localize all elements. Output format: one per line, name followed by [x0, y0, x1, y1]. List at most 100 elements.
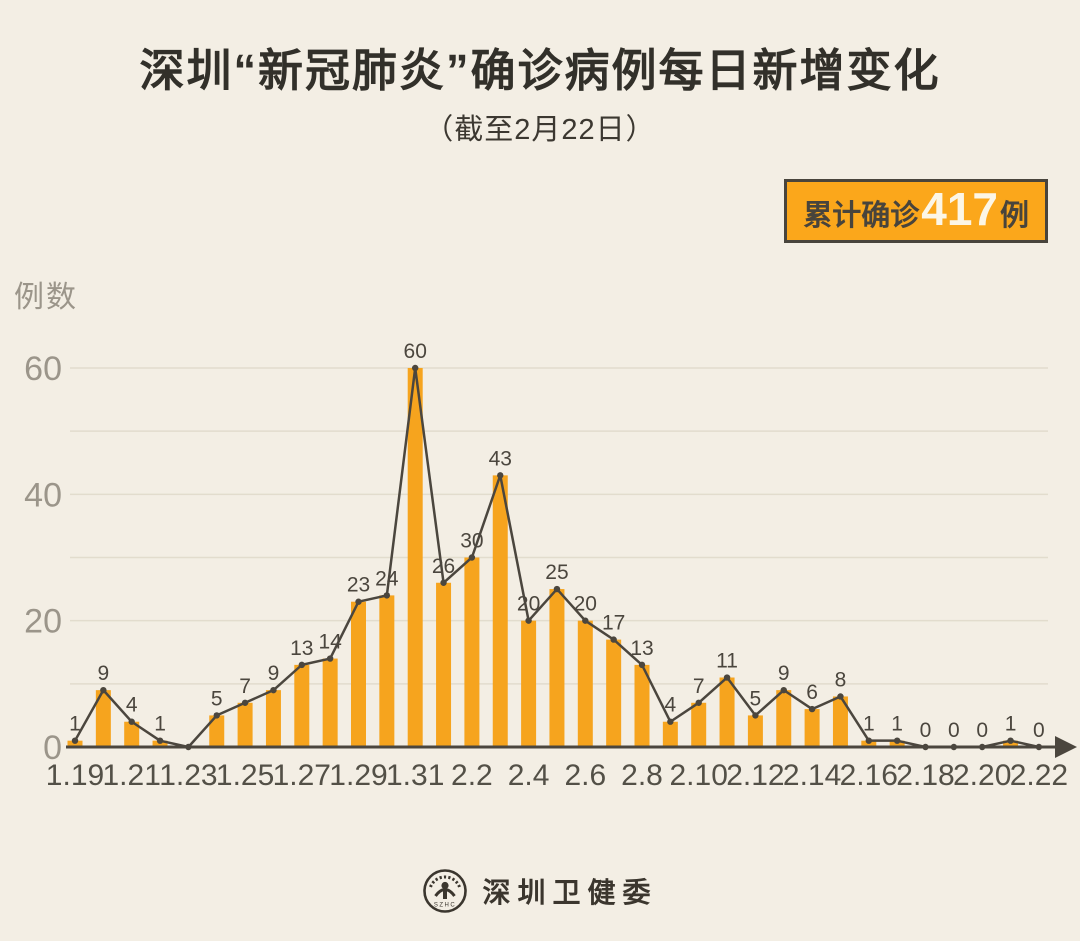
- x-tick-label: 2.8: [621, 759, 663, 792]
- value-label: 6: [806, 681, 818, 704]
- bar: [351, 601, 366, 747]
- bar: [521, 620, 537, 747]
- value-label: 13: [630, 637, 653, 660]
- x-tick-label: 2.12: [726, 759, 784, 792]
- bar: [776, 690, 792, 747]
- value-label: 25: [545, 561, 568, 584]
- x-axis-arrow: [1055, 736, 1077, 758]
- bar: [407, 367, 423, 747]
- x-tick-label: 1.25: [216, 759, 274, 792]
- data-point-dot: [837, 693, 844, 700]
- value-label: 24: [375, 567, 399, 590]
- data-point-dot: [383, 592, 391, 599]
- data-point-dot: [553, 585, 561, 593]
- value-label: 1: [69, 713, 81, 736]
- bar: [747, 715, 763, 747]
- data-point-dot: [71, 737, 79, 744]
- value-label: 9: [98, 662, 110, 685]
- y-tick-label: 40: [24, 476, 62, 514]
- value-label: 13: [290, 637, 313, 660]
- bar: [436, 582, 452, 747]
- x-tick-label: 1.31: [386, 759, 444, 792]
- data-point-dot: [780, 686, 787, 694]
- value-label: 1: [1005, 713, 1017, 736]
- value-label: 43: [489, 447, 512, 470]
- x-tick-label: 2.4: [508, 759, 550, 792]
- data-point-dot: [582, 617, 589, 624]
- data-point-dot: [723, 674, 731, 681]
- value-label: 0: [920, 719, 932, 742]
- value-label: 0: [1033, 719, 1045, 742]
- x-tick-label: 2.14: [783, 759, 841, 792]
- data-point-dot: [865, 737, 872, 744]
- data-point-dot: [638, 661, 646, 669]
- bar: [124, 721, 140, 747]
- value-label: 8: [835, 668, 847, 691]
- value-label: 26: [432, 555, 455, 578]
- x-tick-label: 2.16: [840, 759, 898, 792]
- y-axis-unit-label: 例数: [14, 281, 78, 314]
- x-tick-label: 2.6: [564, 759, 606, 792]
- x-tick-label: 1.23: [159, 759, 217, 792]
- bar: [464, 557, 480, 747]
- footer: SZHC 深圳卫健委: [0, 868, 1080, 914]
- data-point-dot: [355, 598, 362, 605]
- y-tick-label: 60: [24, 350, 62, 388]
- data-point-dot: [241, 699, 249, 706]
- value-label: 11: [716, 650, 738, 673]
- value-label: 60: [404, 340, 427, 363]
- value-label: 17: [602, 612, 625, 635]
- badge-prefix-label: 累计确诊: [803, 200, 920, 232]
- x-tick-label: 1.21: [103, 759, 161, 792]
- bar: [577, 620, 593, 747]
- seal-arc-text-marks: [429, 875, 462, 888]
- data-point-dot: [128, 718, 135, 725]
- value-label: 9: [268, 662, 280, 685]
- bar: [379, 595, 395, 747]
- value-label: 23: [347, 574, 370, 597]
- x-tick-label: 2.18: [896, 759, 954, 792]
- data-point-dot: [525, 617, 532, 624]
- x-tick-label: 1.29: [329, 759, 387, 792]
- data-point-dot: [468, 554, 476, 561]
- bar: [322, 658, 338, 747]
- bar: [719, 677, 735, 747]
- bar: [209, 715, 225, 747]
- data-point-dot: [695, 699, 702, 706]
- badge-suffix-label: 例: [999, 200, 1029, 232]
- x-tick-label: 1.27: [273, 759, 331, 792]
- value-label: 1: [891, 713, 903, 736]
- x-tick-label: 1.19: [46, 759, 104, 792]
- bar: [237, 702, 253, 747]
- value-label: 9: [778, 662, 790, 685]
- page-title: 深圳“新冠肺炎”确诊病例每日新增变化: [139, 45, 941, 96]
- data-point-dot: [497, 472, 504, 479]
- data-point-dot: [213, 712, 220, 719]
- data-point-dot: [893, 737, 901, 744]
- bar: [662, 721, 678, 747]
- value-label: 5: [211, 687, 223, 710]
- x-tick-label: 2.20: [953, 759, 1011, 792]
- data-point-dot: [752, 712, 759, 719]
- x-tick-label: 2.2: [451, 759, 493, 792]
- bar: [95, 690, 111, 747]
- data-point-dot: [156, 737, 164, 744]
- data-point-dot: [808, 705, 816, 713]
- bar: [294, 664, 310, 747]
- value-label: 7: [239, 675, 251, 698]
- data-point-dot: [440, 579, 447, 586]
- value-label: 1: [154, 713, 166, 736]
- org-name: 深圳卫健委: [482, 877, 658, 908]
- value-label: 30: [460, 529, 483, 552]
- bar: [691, 702, 707, 747]
- data-point-dot: [270, 686, 277, 694]
- y-tick-label: 20: [24, 603, 62, 641]
- data-point-dot: [298, 661, 305, 669]
- badge-count: 417: [921, 183, 998, 235]
- value-label: 14: [318, 631, 342, 654]
- x-tick-label: 2.10: [670, 759, 728, 792]
- bar: [549, 589, 565, 747]
- value-label: 1: [863, 713, 875, 736]
- x-tick-label: 2.22: [1010, 759, 1068, 792]
